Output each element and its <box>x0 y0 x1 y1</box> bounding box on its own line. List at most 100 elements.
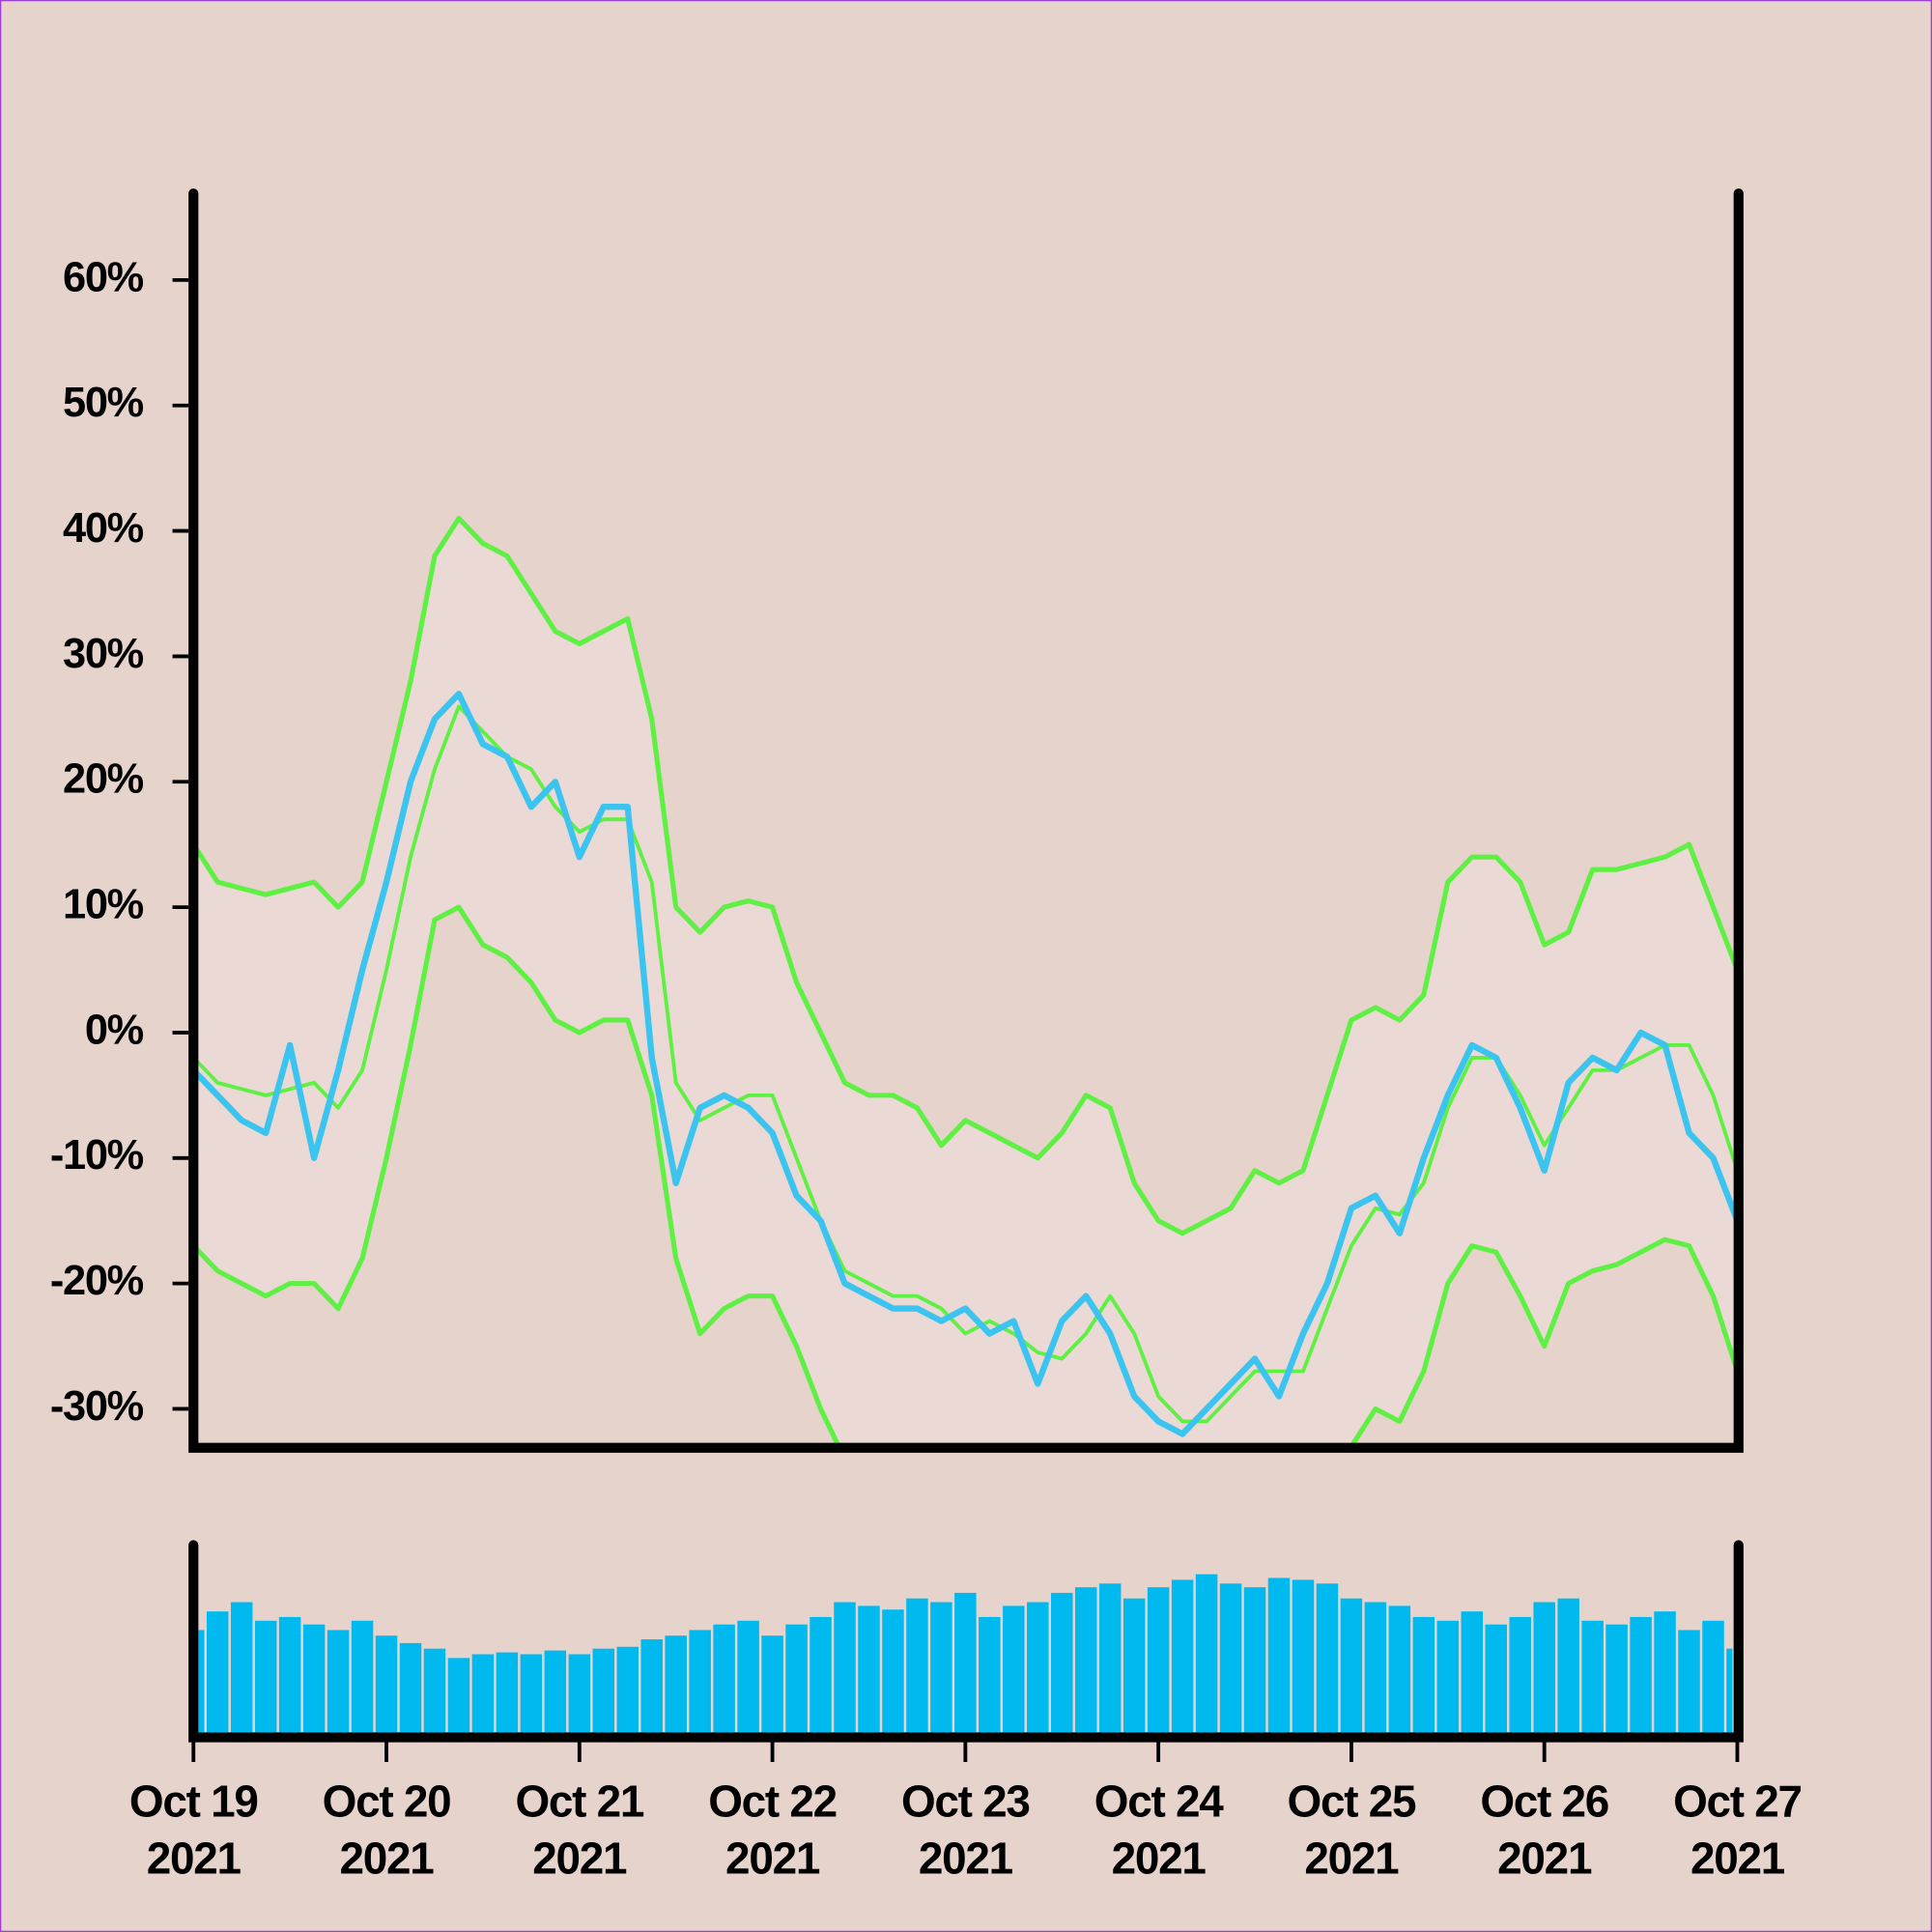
volume-bar <box>810 1616 832 1733</box>
volume-bar <box>351 1620 374 1733</box>
volume-bar <box>737 1620 759 1733</box>
y-tick-label: 50% <box>63 380 144 426</box>
y-tick-label: 20% <box>63 756 144 803</box>
volume-bar <box>1292 1579 1315 1733</box>
x-tick-label: 2021 <box>1497 1833 1592 1883</box>
volume-bar <box>1436 1620 1460 1733</box>
volume-bar <box>1219 1583 1242 1733</box>
volume-bar <box>882 1609 904 1733</box>
volume-bar <box>1509 1616 1531 1733</box>
volume-bar <box>616 1646 639 1733</box>
volume-bar <box>544 1650 567 1733</box>
volume-bar <box>1316 1583 1339 1733</box>
volume-bar <box>254 1620 277 1733</box>
volume-bar <box>761 1635 783 1733</box>
y-tick-label: 60% <box>63 254 144 300</box>
volume-bar <box>1605 1624 1628 1733</box>
x-tick-label: 2021 <box>1112 1833 1207 1883</box>
volume-bar <box>1581 1620 1604 1733</box>
volume-bar <box>1171 1579 1194 1733</box>
volume-bar <box>713 1624 735 1733</box>
volume-bar <box>665 1635 687 1733</box>
volume-bar <box>1461 1611 1484 1733</box>
series-line <box>193 516 1738 1236</box>
volume-bar <box>278 1616 301 1733</box>
y-tick-label: -30% <box>50 1383 144 1430</box>
volume-bar <box>785 1624 808 1733</box>
volume-bar <box>198 1630 205 1733</box>
volume-bar <box>375 1635 398 1733</box>
x-tick-label: Oct 20 <box>323 1776 451 1827</box>
x-tick-label: Oct 25 <box>1288 1776 1416 1827</box>
x-tick-label: Oct 22 <box>708 1776 837 1827</box>
volume-bar <box>1678 1630 1700 1733</box>
y-tick-label: 10% <box>63 882 144 928</box>
volume-bar <box>640 1639 663 1733</box>
volume-bar <box>979 1616 1001 1733</box>
y-tick-label: 30% <box>63 631 144 677</box>
x-tick-label: Oct 23 <box>901 1776 1030 1827</box>
x-tick-label: Oct 21 <box>515 1776 643 1827</box>
price-frame <box>188 188 1744 1453</box>
volume-bar <box>1027 1602 1049 1733</box>
volume-bar <box>906 1598 928 1733</box>
volume-bar <box>1074 1587 1097 1733</box>
volume-bar <box>1122 1598 1146 1733</box>
volume-bar <box>1630 1616 1652 1733</box>
volume-bar <box>1003 1605 1025 1733</box>
x-tick-label: Oct 24 <box>1094 1776 1224 1827</box>
volume-bar <box>327 1630 350 1733</box>
x-tick-label: 2021 <box>147 1833 242 1883</box>
volume-bar <box>1485 1624 1507 1733</box>
volume-bar <box>568 1654 591 1733</box>
volume-bar <box>1147 1587 1170 1733</box>
volume-bar <box>1195 1574 1218 1733</box>
y-tick-label: -20% <box>50 1258 144 1304</box>
price-plot <box>193 516 1738 1448</box>
volume-bar <box>1340 1598 1363 1733</box>
volume-bar <box>930 1602 952 1733</box>
series-line <box>193 704 1738 1424</box>
series-line <box>193 904 1738 1448</box>
volume-bar <box>230 1602 253 1733</box>
x-tick-label: Oct 27 <box>1673 1776 1802 1827</box>
volume-bar <box>399 1642 422 1733</box>
volume-bar <box>1388 1605 1411 1733</box>
volume-bar <box>1654 1611 1676 1733</box>
series-line <box>193 691 1738 1437</box>
volume-bar <box>496 1652 519 1733</box>
volume-bar <box>520 1654 543 1733</box>
volume-bar <box>302 1624 326 1733</box>
x-tick-label: 2021 <box>725 1833 820 1883</box>
volume-bar <box>1702 1620 1724 1733</box>
volume-bar <box>858 1605 880 1733</box>
volume-plot <box>198 1574 1733 1733</box>
x-tick-label: 2021 <box>1690 1833 1785 1883</box>
volume-bar <box>1098 1583 1122 1733</box>
volume-bar <box>1557 1598 1579 1733</box>
volume-bar <box>954 1592 977 1733</box>
volume-bar <box>1533 1602 1555 1733</box>
x-tick-label: 2021 <box>532 1833 627 1883</box>
axes: -30% -20% -10% 0% 10% 20% 30% 40% 50% 60% Oct 19 20… <box>50 254 1803 1883</box>
volume-bar <box>1726 1648 1733 1733</box>
volume-bar <box>1364 1602 1387 1733</box>
volume-bar <box>447 1658 470 1733</box>
x-tick-label: Oct 19 <box>129 1776 258 1827</box>
x-tick-label: 2021 <box>340 1833 435 1883</box>
volume-bar <box>423 1648 446 1733</box>
y-tick-label: 0% <box>85 1007 144 1053</box>
volume-bar <box>834 1602 856 1733</box>
x-tick-label: 2021 <box>1304 1833 1399 1883</box>
volume-bar <box>471 1654 495 1733</box>
x-tick-label: Oct 26 <box>1480 1776 1608 1827</box>
volume-bar <box>1267 1577 1291 1733</box>
volume-bar <box>206 1611 229 1733</box>
volume-bar <box>592 1648 615 1733</box>
y-tick-label: -10% <box>50 1132 144 1179</box>
volume-bar <box>1051 1592 1073 1733</box>
volume-bar <box>1243 1587 1266 1733</box>
volume-frame <box>188 1540 1744 1743</box>
